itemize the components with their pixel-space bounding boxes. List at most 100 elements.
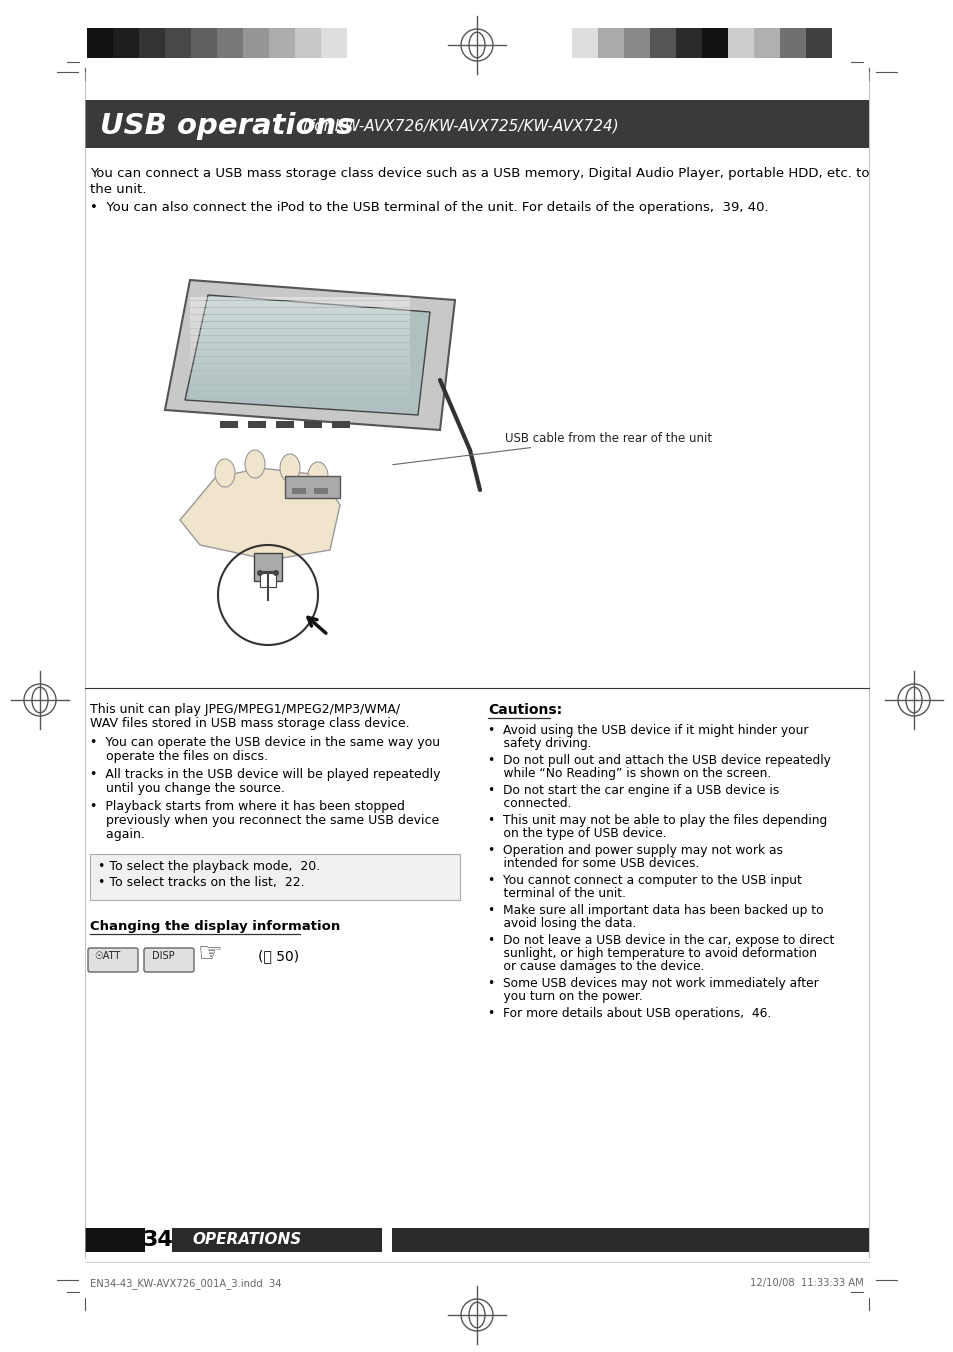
Text: USB cable from the rear of the unit: USB cable from the rear of the unit: [393, 431, 711, 465]
Text: OPERATIONS: OPERATIONS: [192, 1233, 301, 1248]
Text: •  Playback starts from where it has been stopped: • Playback starts from where it has been…: [90, 800, 404, 813]
Bar: [190, 350, 410, 353]
Bar: [220, 420, 237, 429]
Bar: [190, 357, 410, 360]
Text: connected.: connected.: [488, 796, 571, 810]
Bar: [190, 304, 410, 307]
Text: 34: 34: [143, 1230, 173, 1251]
Text: ☞: ☞: [198, 940, 223, 968]
Bar: [285, 476, 339, 498]
Bar: [190, 335, 410, 338]
Bar: [190, 364, 410, 366]
Text: EN34-43_KW-AVX726_001A_3.indd  34: EN34-43_KW-AVX726_001A_3.indd 34: [90, 1278, 281, 1288]
Bar: [112, 28, 139, 58]
Bar: [805, 28, 831, 58]
Ellipse shape: [308, 462, 328, 489]
Polygon shape: [165, 280, 455, 430]
Bar: [190, 384, 410, 388]
Bar: [85, 100, 868, 147]
FancyBboxPatch shape: [88, 948, 138, 972]
Bar: [190, 307, 410, 311]
Text: •  You can operate the USB device in the same way you: • You can operate the USB device in the …: [90, 735, 439, 749]
Bar: [87, 28, 112, 58]
Text: You can connect a USB mass storage class device such as a USB memory, Digital Au: You can connect a USB mass storage class…: [90, 168, 868, 180]
Text: you turn on the power.: you turn on the power.: [488, 990, 642, 1003]
Bar: [572, 28, 598, 58]
Text: •  Some USB devices may not work immediately after: • Some USB devices may not work immediat…: [488, 977, 818, 990]
Bar: [304, 420, 322, 429]
Text: •  For more details about USB operations,  46.: • For more details about USB operations,…: [488, 1007, 770, 1019]
Text: This unit can play JPEG/MPEG1/MPEG2/MP3/WMA/: This unit can play JPEG/MPEG1/MPEG2/MP3/…: [90, 703, 399, 717]
Bar: [191, 28, 216, 58]
Text: on the type of USB device.: on the type of USB device.: [488, 827, 666, 840]
Bar: [190, 324, 410, 329]
FancyBboxPatch shape: [144, 948, 193, 972]
Bar: [392, 1228, 868, 1252]
Circle shape: [256, 571, 263, 576]
Text: sunlight, or high temperature to avoid deformation: sunlight, or high temperature to avoid d…: [488, 946, 816, 960]
Bar: [294, 28, 320, 58]
Text: 12/10/08  11:33:33 AM: 12/10/08 11:33:33 AM: [749, 1278, 863, 1288]
Bar: [139, 28, 165, 58]
Bar: [190, 315, 410, 318]
Bar: [780, 28, 805, 58]
Text: ☉ATT: ☉ATT: [94, 950, 120, 961]
Bar: [85, 1228, 145, 1252]
Bar: [216, 28, 243, 58]
Bar: [190, 339, 410, 342]
Bar: [269, 28, 294, 58]
Text: operate the files on discs.: operate the files on discs.: [90, 750, 268, 763]
Text: terminal of the unit.: terminal of the unit.: [488, 887, 625, 900]
Bar: [190, 395, 410, 397]
Bar: [190, 346, 410, 349]
Bar: [190, 353, 410, 356]
Bar: [190, 388, 410, 391]
Polygon shape: [185, 295, 430, 415]
Bar: [701, 28, 727, 58]
Bar: [190, 377, 410, 380]
Text: • To select tracks on the list,  22.: • To select tracks on the list, 22.: [98, 876, 304, 890]
Bar: [172, 1228, 381, 1252]
Bar: [292, 488, 306, 493]
Bar: [332, 420, 350, 429]
Bar: [190, 392, 410, 395]
Bar: [190, 381, 410, 384]
Text: •  All tracks in the USB device will be played repeatedly: • All tracks in the USB device will be p…: [90, 768, 440, 781]
Bar: [190, 399, 410, 402]
Text: •  You cannot connect a computer to the USB input: • You cannot connect a computer to the U…: [488, 873, 801, 887]
Bar: [190, 318, 410, 320]
Text: •  Make sure all important data has been backed up to: • Make sure all important data has been …: [488, 904, 822, 917]
Text: •  You can also connect the iPod to the USB terminal of the unit. For details of: • You can also connect the iPod to the U…: [90, 201, 768, 214]
Text: •  Avoid using the USB device if it might hinder your: • Avoid using the USB device if it might…: [488, 725, 807, 737]
Bar: [676, 28, 701, 58]
Bar: [90, 854, 459, 900]
Text: or cause damages to the device.: or cause damages to the device.: [488, 960, 703, 973]
Bar: [260, 571, 275, 587]
Text: safety driving.: safety driving.: [488, 737, 591, 750]
Circle shape: [273, 571, 278, 576]
Bar: [248, 420, 266, 429]
Text: •  This unit may not be able to play the files depending: • This unit may not be able to play the …: [488, 814, 826, 827]
Bar: [598, 28, 623, 58]
Text: intended for some USB devices.: intended for some USB devices.: [488, 857, 699, 869]
Text: until you change the source.: until you change the source.: [90, 781, 285, 795]
Bar: [314, 488, 328, 493]
Text: USB operations: USB operations: [100, 112, 354, 141]
Polygon shape: [180, 468, 339, 560]
Bar: [623, 28, 649, 58]
Bar: [275, 420, 294, 429]
Text: avoid losing the data.: avoid losing the data.: [488, 917, 636, 930]
Text: •  Do not pull out and attach the USB device repeatedly: • Do not pull out and attach the USB dev…: [488, 754, 830, 767]
Bar: [727, 28, 753, 58]
Bar: [190, 333, 410, 335]
Text: previously when you reconnect the same USB device: previously when you reconnect the same U…: [90, 814, 438, 827]
Ellipse shape: [245, 450, 265, 479]
Bar: [190, 342, 410, 346]
Text: Changing the display information: Changing the display information: [90, 919, 340, 933]
Bar: [190, 297, 410, 300]
Text: while “No Reading” is shown on the screen.: while “No Reading” is shown on the scree…: [488, 767, 770, 780]
Bar: [243, 28, 269, 58]
Text: •  Operation and power supply may not work as: • Operation and power supply may not wor…: [488, 844, 782, 857]
Bar: [190, 360, 410, 362]
Text: WAV files stored in USB mass storage class device.: WAV files stored in USB mass storage cla…: [90, 717, 409, 730]
